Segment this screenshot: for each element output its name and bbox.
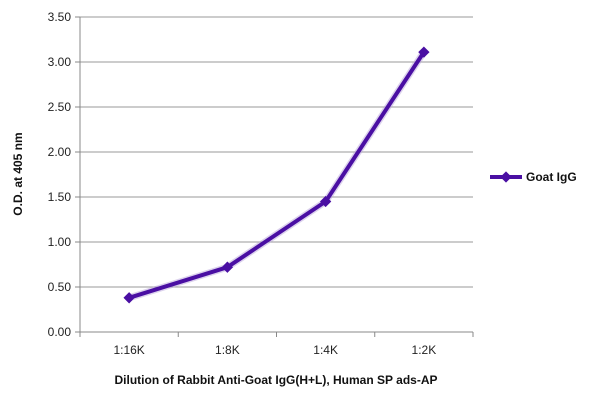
legend: Goat IgG <box>490 170 577 184</box>
x-tick-label: 1:16K <box>113 343 144 357</box>
x-axis-title: Dilution of Rabbit Anti-Goat IgG(H+L), H… <box>115 373 438 387</box>
y-tick-label: 0.00 <box>48 325 72 339</box>
x-tick-label: 1:4K <box>313 343 338 357</box>
y-tick-label: 2.00 <box>48 145 72 159</box>
y-tick-label: 1.50 <box>48 190 72 204</box>
gridlines <box>80 16 473 288</box>
x-axis-ticks: 1:16K 1:8K 1:4K 1:2K <box>79 332 474 357</box>
series-line <box>128 51 426 300</box>
data-point-marker <box>418 46 430 58</box>
y-axis-ticks: 0.00 0.50 1.00 1.50 2.00 2.50 3.00 3.50 <box>48 10 80 339</box>
data-point-marker <box>319 195 332 208</box>
y-tick-label: 0.50 <box>48 280 72 294</box>
legend-label: Goat IgG <box>526 170 577 184</box>
y-tick-label: 2.50 <box>48 100 72 114</box>
x-tick-label: 1:2K <box>412 343 437 357</box>
y-tick-label: 1.00 <box>48 235 72 249</box>
data-point-marker <box>221 261 234 273</box>
y-tick-label: 3.50 <box>48 10 72 24</box>
y-axis-title: O.D. at 405 nm <box>11 132 25 215</box>
y-tick-label: 3.00 <box>48 55 72 69</box>
x-tick-label: 1:8K <box>215 343 240 357</box>
series-goat-igg <box>123 46 430 304</box>
series-line-shadow <box>128 50 427 302</box>
legend-diamond-icon <box>500 171 512 183</box>
